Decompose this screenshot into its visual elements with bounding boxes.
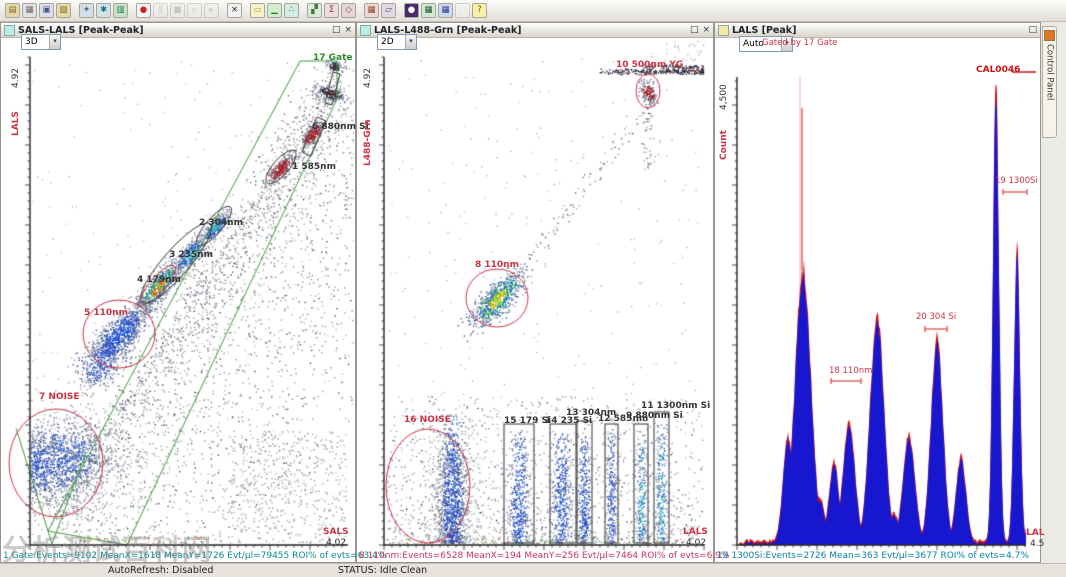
panel-title: LALS [Peak]	[732, 24, 797, 36]
histogram-icon[interactable]: ▁	[267, 3, 282, 18]
window-buttons: □	[1028, 25, 1037, 35]
pause-icon[interactable]: ‖	[153, 3, 168, 18]
panel-title: SALS-LALS [Peak-Peak]	[18, 24, 144, 36]
maximize-icon[interactable]: □	[1028, 25, 1037, 35]
plot-mode-dropdown[interactable]: 2D ▾	[377, 34, 417, 50]
close-icon[interactable]: ×	[702, 25, 710, 35]
record-icon[interactable]: ●	[136, 3, 151, 18]
overlay-icon[interactable]: ▞	[307, 3, 322, 18]
roi-status-text: 19 1300Si:Events=2726 Mean=363 Evt/µl=36…	[717, 551, 1029, 561]
toolbar: ▤ ▦ ▣ ▧ ✦ ✱ ▥ ● ‖ ■ ▹ ▸ × ▭ ▁ ∴ ▞ Σ ◇ ▦ ▱ ● ▦ ▦ ▢?	[0, 0, 1066, 22]
maximize-icon[interactable]: □	[331, 25, 341, 35]
setup-icon[interactable]: ✦	[79, 3, 94, 18]
roi-status-text: 1 Gate:Events=9102 MeanX=1618 MeanY=1726…	[3, 551, 387, 561]
stop-icon[interactable]: ■	[170, 3, 185, 18]
autorefresh-status: AutoRefresh: Disabled	[108, 565, 214, 576]
save-icon[interactable]: ▣	[39, 3, 54, 18]
marker-icon[interactable]: ▱	[381, 3, 396, 18]
skip-icon[interactable]: ▸	[204, 3, 219, 18]
chevron-down-icon: ▾	[405, 35, 416, 49]
control-panel-icon	[1044, 30, 1055, 41]
panel-titlebar[interactable]: LALS-L488-Grn [Peak-Peak] □ ×	[357, 23, 713, 38]
monitor-icon[interactable]: ▥	[113, 3, 128, 18]
export-icon[interactable]: ▧	[56, 3, 71, 18]
close-icon[interactable]: ×	[344, 25, 352, 35]
window-buttons: □ ×	[332, 25, 352, 35]
plot-mode-value: 3D	[25, 37, 38, 47]
panel-lals-hist: LALS [Peak] □ Auto ▾ 19 1300Si:Events=27…	[714, 22, 1041, 563]
panel-titlebar[interactable]: SALS-LALS [Peak-Peak] □ ×	[1, 23, 355, 38]
chevron-down-icon: ▾	[781, 37, 792, 51]
blank-icon[interactable]: ▢	[455, 3, 470, 18]
plot-mode-value: 2D	[381, 37, 394, 47]
maximize-icon[interactable]: □	[689, 25, 699, 35]
stats-icon[interactable]: Σ	[324, 3, 339, 18]
lals-histogram-plot[interactable]	[715, 23, 1040, 562]
panel-titlebar[interactable]: LALS [Peak] □	[715, 23, 1040, 38]
control-panel-tab[interactable]: Control Panel	[1042, 26, 1057, 138]
options-icon[interactable]: ✱	[96, 3, 111, 18]
dot-plot-icon[interactable]: ∴	[284, 3, 299, 18]
note-icon[interactable]: ▭	[250, 3, 265, 18]
table-icon[interactable]: ▦	[438, 3, 453, 18]
scale-dropdown[interactable]: Auto ▾	[739, 36, 793, 52]
print-icon[interactable]: ▦	[22, 3, 37, 18]
plot-icon	[4, 24, 15, 36]
plot-mode-dropdown[interactable]: 3D ▾	[21, 34, 61, 50]
lals-l488-plot[interactable]	[357, 23, 713, 562]
panel-sals-lals: SALS-LALS [Peak-Peak] □ × 3D ▾ 1 Gate:Eve…	[0, 22, 386, 563]
system-status: STATUS: Idle Clean	[338, 565, 428, 576]
quadrant-icon[interactable]: ▦	[364, 3, 379, 18]
control-panel-label: Control Panel	[1044, 44, 1055, 101]
help-icon[interactable]: ?	[472, 3, 487, 18]
scale-value: Auto	[743, 39, 764, 49]
panel-lals-l488: LALS-L488-Grn [Peak-Peak] □ × 2D ▾ 8 110n…	[356, 22, 729, 563]
open-icon[interactable]: ▤	[5, 3, 20, 18]
abort-icon[interactable]: ×	[227, 3, 242, 18]
plot-icon	[718, 24, 729, 36]
sals-lals-plot[interactable]	[1, 23, 355, 562]
roi-status-text: 8 110nm:Events=6528 MeanX=194 MeanY=256 …	[359, 551, 730, 561]
chevron-down-icon: ▾	[49, 35, 60, 49]
status-bar: AutoRefresh: Disabled STATUS: Idle Clean	[0, 563, 1066, 577]
step-icon[interactable]: ▹	[187, 3, 202, 18]
color-dot-icon[interactable]: ●	[404, 3, 419, 18]
region-icon[interactable]: ◇	[341, 3, 356, 18]
window-buttons: □ ×	[690, 25, 710, 35]
plot-icon	[360, 24, 371, 36]
sheet-icon[interactable]: ▦	[421, 3, 436, 18]
panel-title: LALS-L488-Grn [Peak-Peak]	[374, 24, 522, 36]
